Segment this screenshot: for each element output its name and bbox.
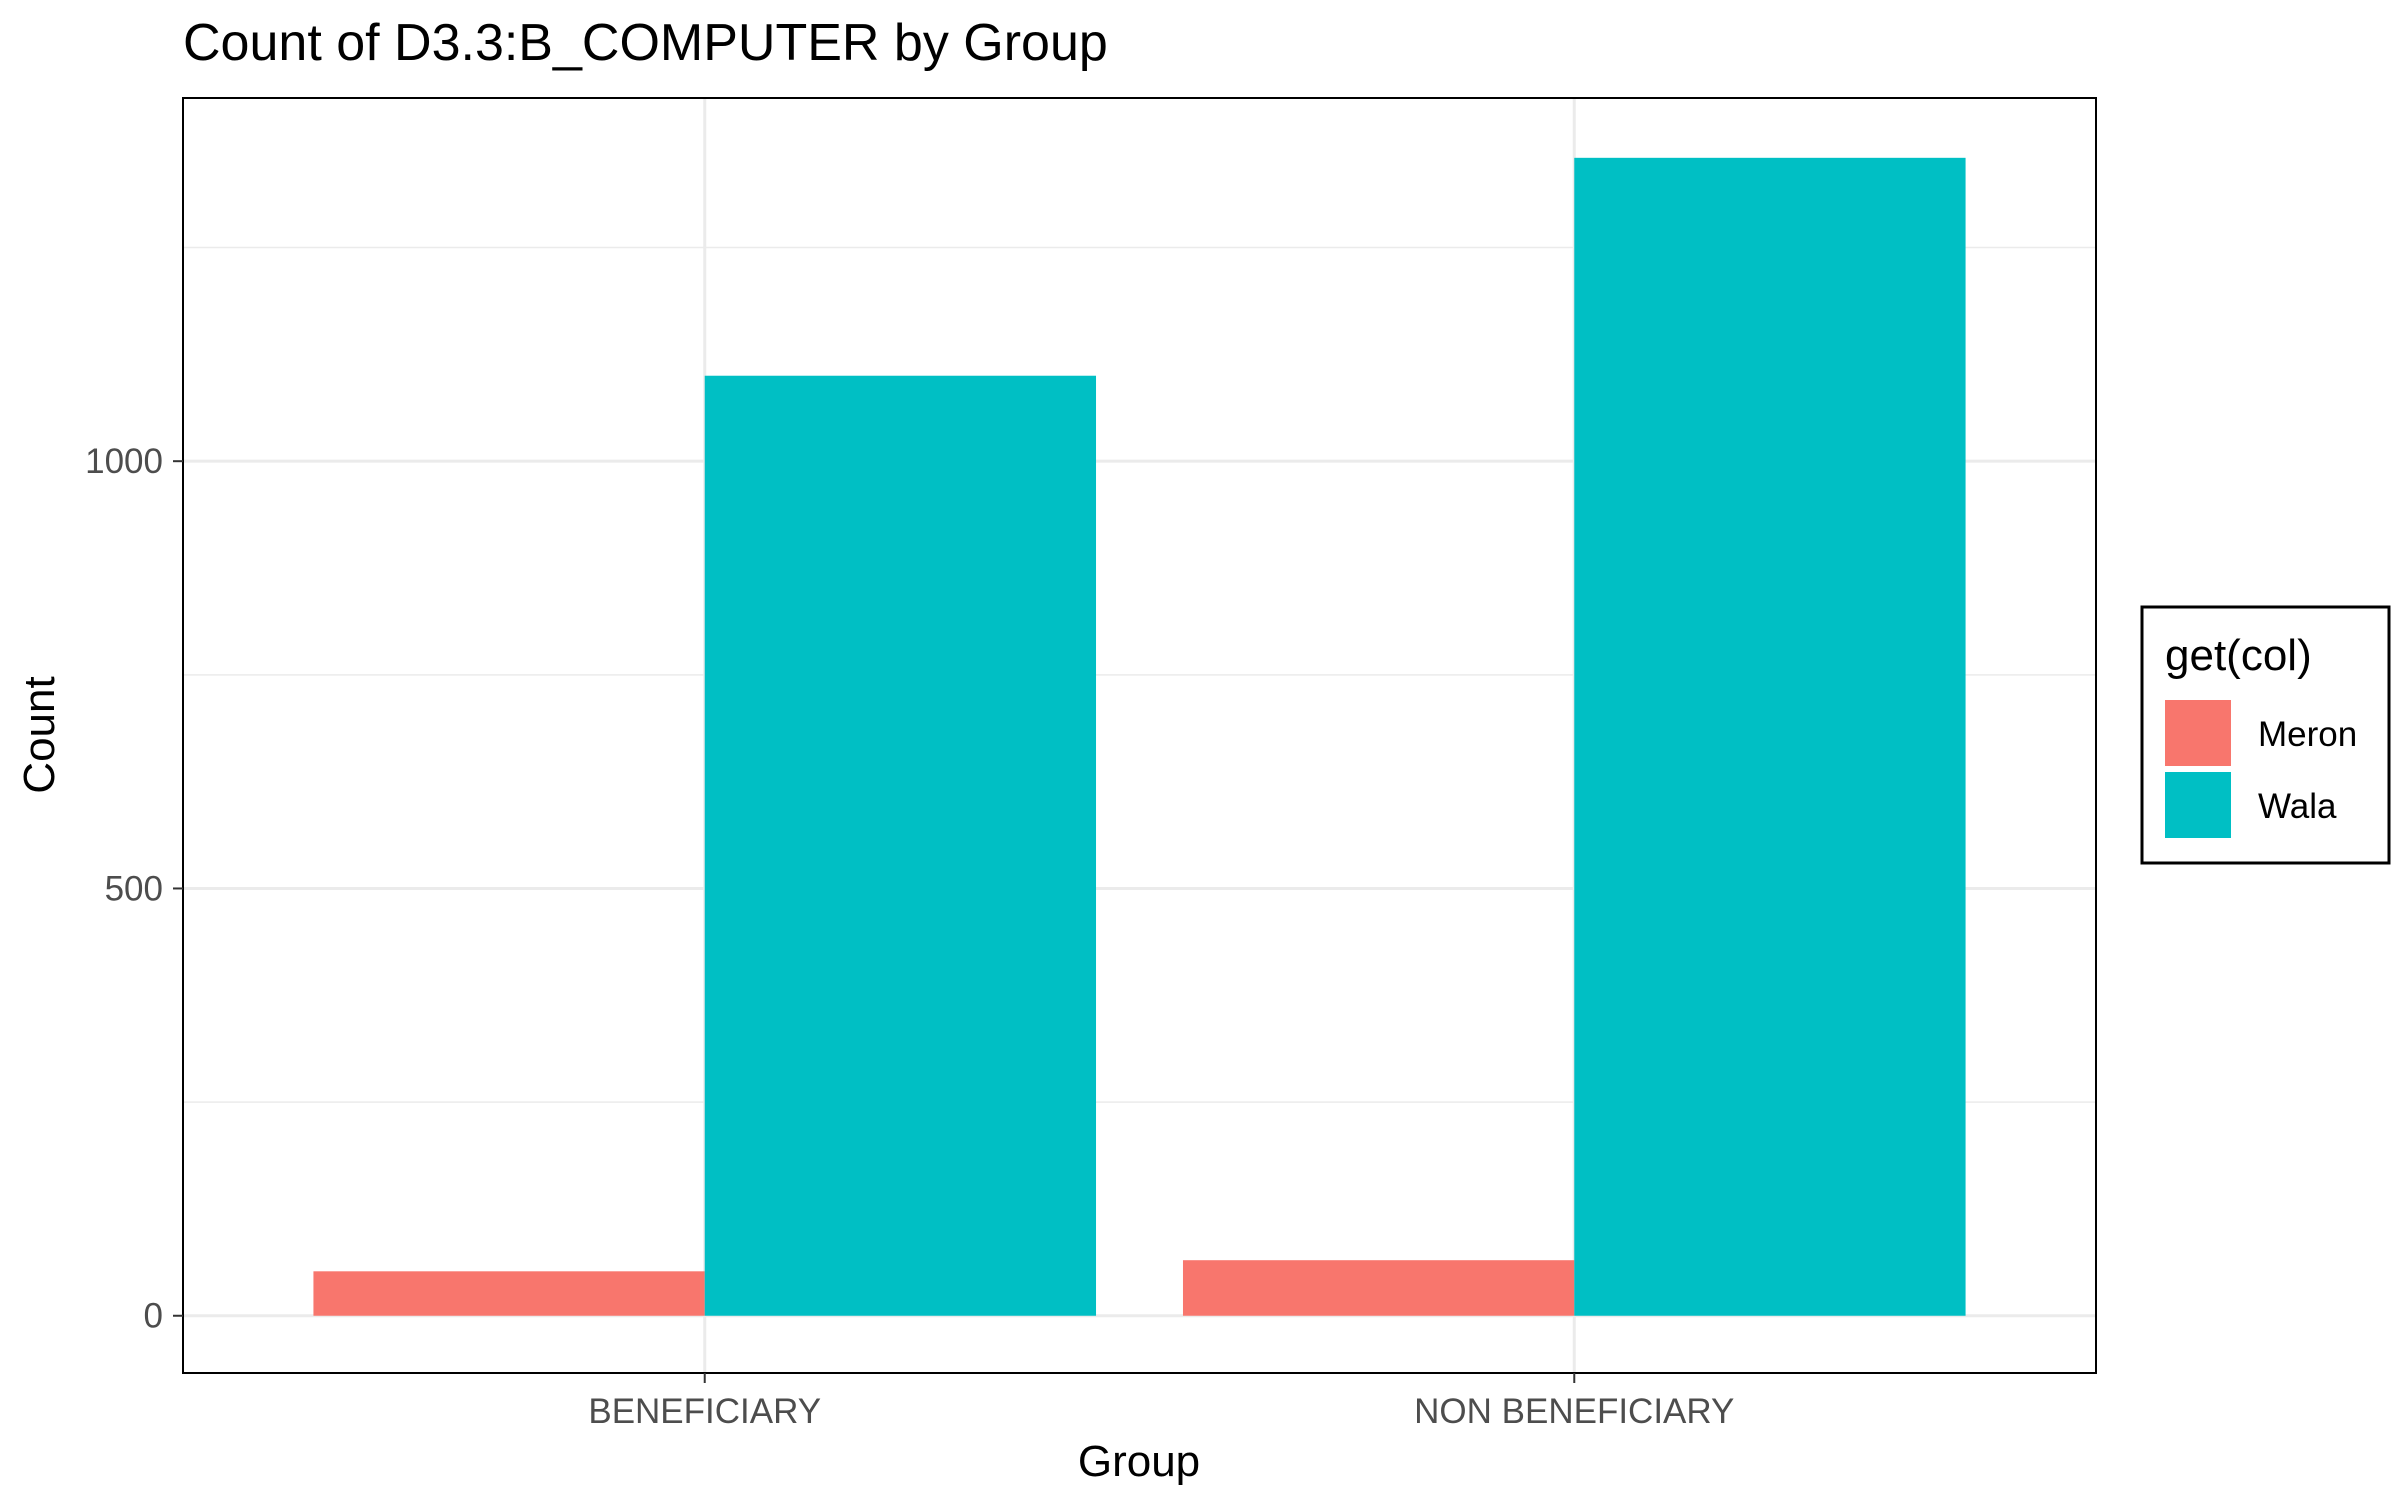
legend-items: Meron Wala: [2165, 700, 2357, 838]
bar-wala-non-beneficiary: [1574, 157, 1966, 1316]
bar-meron-beneficiary: [313, 1271, 705, 1316]
y-axis-label: Count: [15, 676, 64, 793]
legend-label-meron: Meron: [2258, 715, 2357, 754]
bar-meron-non-beneficiary: [1182, 1260, 1575, 1316]
y-tick-label: 1000: [85, 442, 163, 481]
bars: [313, 157, 1966, 1316]
legend-key-meron: [2165, 700, 2231, 766]
y-axis-ticks: 0 500 1000: [85, 442, 183, 1336]
legend-title: get(col): [2165, 631, 2312, 680]
y-tick-label: 0: [144, 1297, 163, 1336]
x-axis-label: Group: [1078, 1437, 1200, 1486]
panel-border: [182, 97, 2097, 1374]
chart-title: Count of D3.3:B_COMPUTER by Group: [183, 14, 1108, 72]
y-tick-label: 500: [105, 869, 163, 908]
bar-wala-beneficiary: [704, 375, 1097, 1316]
x-tick-label: NON BENEFICIARY: [1414, 1392, 1734, 1431]
x-tick-label: BENEFICIARY: [588, 1392, 821, 1431]
legend-label-wala: Wala: [2258, 787, 2337, 826]
legend: get(col) Meron Wala: [2140, 605, 2391, 865]
x-axis-ticks: BENEFICIARY NON BENEFICIARY: [588, 1373, 1734, 1431]
legend-key-wala: [2165, 772, 2231, 838]
